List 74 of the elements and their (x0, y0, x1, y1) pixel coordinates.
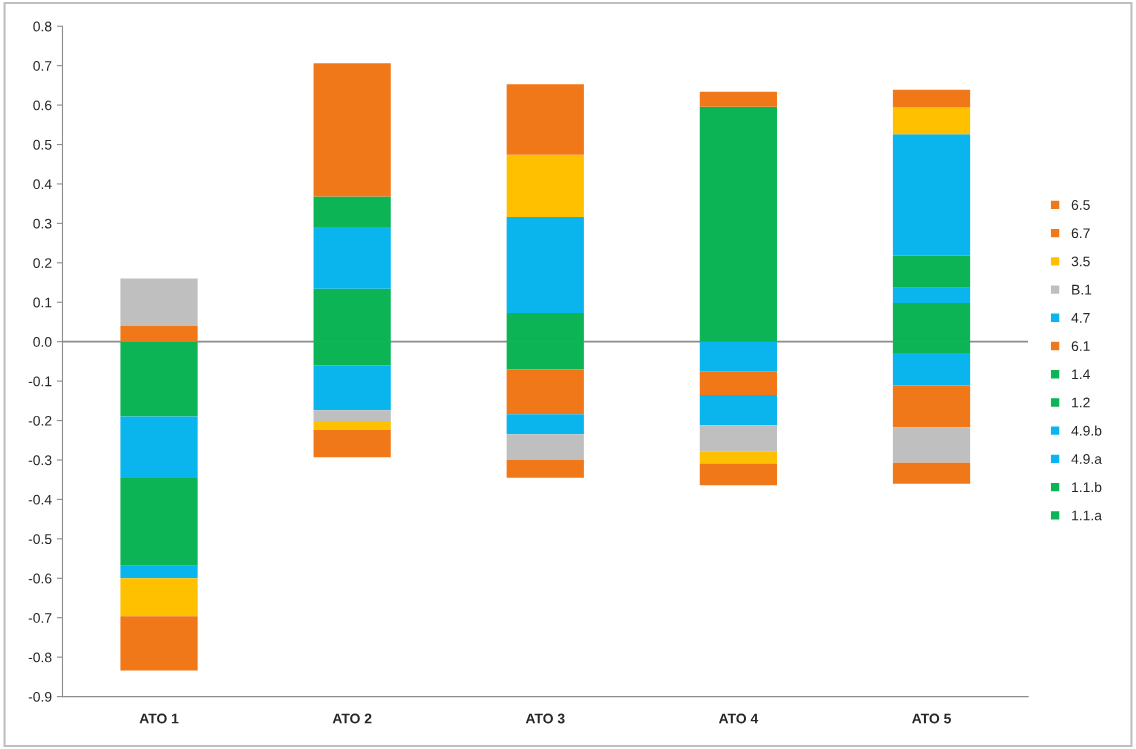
y-tick-label: -0.1 (28, 376, 52, 387)
bar (120, 416, 198, 479)
y-tick-label: 0.3 (33, 218, 52, 229)
bar (506, 217, 584, 313)
x-tick-label: ATO 5 (912, 713, 951, 724)
bar (892, 255, 971, 288)
bar (699, 106, 778, 342)
legend-label: 1.4 (1072, 369, 1090, 380)
bar (120, 278, 198, 326)
bar (120, 565, 198, 579)
bar (892, 107, 971, 135)
bar (313, 410, 391, 421)
x-tick-label: ATO 3 (525, 713, 565, 724)
legend-label: 6.1 (1071, 341, 1090, 352)
y-tick-label: 0.1 (33, 297, 52, 308)
bar (313, 365, 391, 411)
legend-label: 6.7 (1071, 228, 1090, 239)
bar (699, 371, 778, 395)
bar (892, 287, 971, 304)
bar (506, 459, 584, 478)
legend-label: 1.1.a (1072, 510, 1102, 521)
y-tick-label: -0.2 (28, 415, 52, 426)
bar (892, 462, 971, 484)
bar (699, 394, 778, 426)
bar (699, 341, 778, 372)
y-tick-label: -0.9 (28, 691, 52, 702)
legend-label: 1.1.b (1072, 481, 1102, 493)
legend-label: 4.7 (1071, 313, 1090, 323)
y-tick-label: -0.5 (28, 534, 52, 545)
bar (313, 196, 391, 227)
y-tick-label: 0.4 (33, 179, 52, 190)
legend-label: 4.9.a (1071, 454, 1102, 464)
y-tick-label: -0.4 (28, 494, 52, 505)
legend-label: B.1 (1072, 284, 1092, 295)
bar (313, 420, 391, 431)
bar (313, 226, 391, 289)
x-tick-label: ATO 4 (718, 713, 759, 724)
y-tick-label: 0.0 (33, 337, 52, 347)
y-tick-label: 0.7 (33, 60, 52, 71)
bar (699, 91, 778, 107)
legend-label: 4.9.b (1071, 425, 1102, 436)
legend-label: 3.5 (1071, 256, 1090, 267)
y-tick-label: -0.8 (28, 652, 52, 663)
bar (892, 427, 971, 463)
y-tick-label: -0.3 (28, 455, 52, 466)
bar (120, 478, 198, 566)
bar (892, 385, 971, 428)
y-tick-label: -0.6 (28, 573, 52, 584)
y-tick-label: -0.7 (28, 613, 52, 623)
bar (699, 425, 778, 452)
bar (120, 325, 198, 342)
y-tick-label: 0.8 (33, 21, 52, 32)
legend-label: 6.5 (1071, 200, 1090, 210)
bar (506, 369, 584, 415)
bar (506, 154, 584, 218)
x-tick-label: ATO 2 (332, 713, 372, 724)
bar (120, 341, 198, 417)
y-tick-label: 0.2 (33, 258, 52, 268)
y-tick-label: 0.5 (33, 139, 52, 150)
bar (313, 430, 391, 458)
bar (699, 463, 778, 486)
y-tick-label: 0.6 (33, 100, 52, 111)
bar (892, 353, 971, 386)
bar (892, 134, 971, 256)
bar (699, 451, 778, 464)
bar (506, 434, 584, 460)
bar (120, 578, 198, 617)
bar (506, 84, 584, 155)
legend-label: 1.2 (1072, 397, 1090, 408)
bar (120, 616, 198, 671)
x-tick-label: ATO 1 (139, 713, 179, 724)
bar (892, 89, 971, 108)
bar (313, 63, 391, 197)
bar (506, 414, 584, 435)
